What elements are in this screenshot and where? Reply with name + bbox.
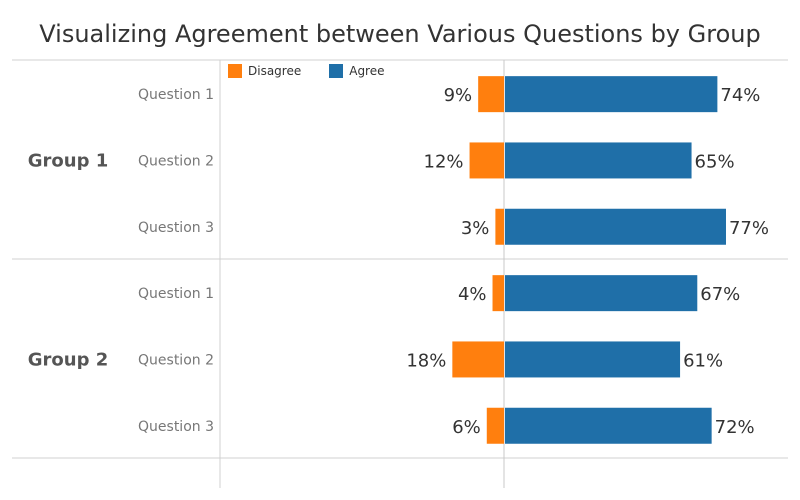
bar-agree bbox=[505, 76, 718, 113]
bar-agree bbox=[505, 275, 698, 312]
bar-disagree bbox=[495, 208, 504, 245]
question-label: Question 3 bbox=[138, 220, 214, 236]
chart-title: Visualizing Agreement between Various Qu… bbox=[39, 20, 761, 48]
bar-agree bbox=[505, 142, 692, 179]
question-label: Question 1 bbox=[138, 87, 214, 103]
data-label-disagree: 4% bbox=[458, 284, 487, 305]
legend-swatch-agree bbox=[329, 64, 344, 78]
bar-agree bbox=[505, 407, 712, 444]
data-label-agree: 65% bbox=[695, 151, 735, 172]
data-label-agree: 61% bbox=[683, 350, 723, 371]
bar-disagree bbox=[452, 341, 504, 378]
data-label-agree: 67% bbox=[700, 284, 740, 305]
legend: Disagree Agree bbox=[228, 64, 413, 78]
bar-disagree bbox=[486, 407, 504, 444]
question-label: Question 2 bbox=[138, 153, 214, 169]
legend-item-agree: Agree bbox=[329, 64, 385, 78]
question-label: Question 1 bbox=[138, 286, 214, 302]
data-label-disagree: 3% bbox=[461, 218, 490, 239]
bar-disagree bbox=[492, 275, 504, 312]
legend-item-disagree: Disagree bbox=[228, 64, 301, 78]
bar-disagree bbox=[478, 76, 504, 113]
data-label-disagree: 9% bbox=[444, 85, 473, 106]
legend-swatch-disagree bbox=[228, 64, 242, 78]
data-label-agree: 74% bbox=[720, 85, 760, 106]
data-label-disagree: 12% bbox=[424, 151, 464, 172]
legend-label-agree: Agree bbox=[349, 64, 385, 78]
data-label-agree: 72% bbox=[715, 417, 755, 438]
data-label-disagree: 6% bbox=[452, 417, 481, 438]
data-label-disagree: 18% bbox=[406, 350, 446, 371]
legend-label-disagree: Disagree bbox=[248, 64, 302, 78]
bar-disagree bbox=[469, 142, 504, 179]
data-label-agree: 77% bbox=[729, 218, 769, 239]
bar-agree bbox=[505, 341, 681, 378]
question-label: Question 3 bbox=[138, 419, 214, 435]
group-label: Group 2 bbox=[28, 350, 109, 371]
question-label: Question 2 bbox=[138, 352, 214, 368]
group-label: Group 1 bbox=[28, 151, 109, 172]
bar-agree bbox=[505, 208, 726, 245]
